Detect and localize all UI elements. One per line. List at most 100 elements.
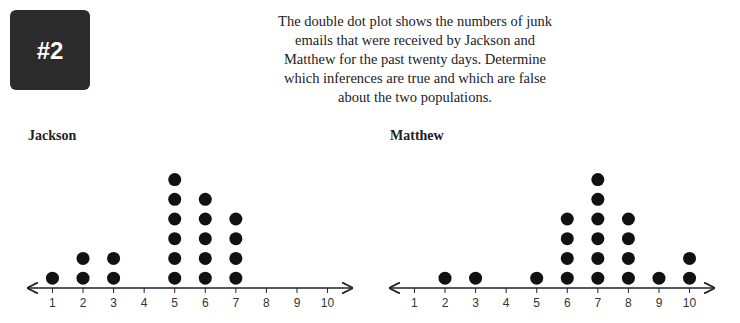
x-tick-label: 4 [141, 296, 148, 310]
x-tick-label: 1 [411, 296, 418, 310]
x-tick [52, 288, 53, 293]
x-tick [628, 288, 629, 293]
dot [77, 252, 90, 265]
dot [229, 212, 242, 225]
dot [591, 272, 604, 285]
x-tick-label: 9 [656, 296, 663, 310]
badge: #2 [10, 10, 90, 90]
x-tick [296, 288, 297, 293]
badge-text: #2 [37, 37, 64, 64]
x-tick [414, 288, 415, 293]
badge-box [10, 10, 90, 90]
x-axis-line [390, 287, 714, 289]
dot [229, 252, 242, 265]
dot [168, 193, 181, 206]
dots [439, 173, 697, 285]
x-tick-label: 8 [263, 296, 270, 310]
dot [591, 193, 604, 206]
x-tick [536, 288, 537, 293]
dot [46, 272, 59, 285]
dot [469, 272, 482, 285]
dot [622, 272, 635, 285]
x-tick [205, 288, 206, 293]
x-tick [689, 288, 690, 293]
x-tick-label: 5 [533, 296, 540, 310]
dot [561, 252, 574, 265]
dot [168, 212, 181, 225]
dot [591, 212, 604, 225]
x-tick-label: 6 [564, 296, 571, 310]
x-tick [658, 288, 659, 293]
title-line: emails that were received by Jackson and [295, 32, 536, 48]
dot [229, 272, 242, 285]
dot [199, 272, 212, 285]
x-tick-label: 6 [202, 296, 209, 310]
dot-plot: Matthew 1 2 3 4 5 6 7 8 9 10 [390, 128, 714, 310]
x-tick [83, 288, 84, 293]
dot [439, 272, 452, 285]
dot [199, 193, 212, 206]
x-tick [445, 288, 446, 293]
dot [168, 173, 181, 186]
x-tick-label: 5 [171, 296, 178, 310]
x-tick-label: 2 [80, 296, 87, 310]
dot [199, 232, 212, 245]
x-tick [327, 288, 328, 293]
dot [561, 212, 574, 225]
dots [46, 173, 242, 285]
x-tick-label: 7 [233, 296, 240, 310]
dot [591, 232, 604, 245]
dot [561, 272, 574, 285]
chart-svg: #2 The double dot plot shows the numbers … [0, 0, 740, 323]
dot [561, 232, 574, 245]
dot [622, 232, 635, 245]
x-tick-label: 8 [625, 296, 632, 310]
title-line: The double dot plot shows the numbers of… [278, 13, 553, 29]
x-tick [266, 288, 267, 293]
dot [622, 252, 635, 265]
x-axis-line [28, 287, 352, 289]
x-tick-label: 2 [442, 296, 449, 310]
x-tick-label: 1 [49, 296, 56, 310]
x-tick-label: 10 [321, 296, 335, 310]
dot [229, 232, 242, 245]
dot [107, 272, 120, 285]
x-tick-label: 4 [503, 296, 510, 310]
dot [199, 252, 212, 265]
dot [591, 252, 604, 265]
chart-root: #2 The double dot plot shows the numbers … [0, 0, 740, 323]
x-tick [506, 288, 507, 293]
x-tick-label: 10 [683, 296, 697, 310]
panel-label: Jackson [28, 128, 76, 143]
dot [652, 272, 665, 285]
panel-label: Matthew [390, 128, 445, 143]
dot [683, 272, 696, 285]
dot-plot: Jackson 1 2 3 4 5 6 7 8 9 10 [28, 128, 352, 310]
dot [168, 252, 181, 265]
title-line: which inferences are true and which are … [284, 70, 546, 86]
dot [622, 212, 635, 225]
x-tick [597, 288, 598, 293]
x-tick-label: 7 [595, 296, 602, 310]
title-line: Matthew for the past twenty days. Determ… [284, 51, 546, 67]
x-tick [174, 288, 175, 293]
x-ticks: 1 2 3 4 5 6 7 8 9 10 [49, 288, 334, 310]
x-tick [475, 288, 476, 293]
x-ticks: 1 2 3 4 5 6 7 8 9 10 [411, 288, 696, 310]
title-line: about the two populations. [338, 89, 492, 105]
dot [77, 272, 90, 285]
title: The double dot plot shows the numbers of… [278, 13, 553, 105]
x-tick-label: 9 [294, 296, 301, 310]
dot [683, 252, 696, 265]
x-tick [144, 288, 145, 293]
dot [107, 252, 120, 265]
dot [530, 272, 543, 285]
dot [591, 173, 604, 186]
x-tick [567, 288, 568, 293]
dot [168, 272, 181, 285]
x-tick-label: 3 [110, 296, 117, 310]
x-tick [235, 288, 236, 293]
x-tick-label: 3 [472, 296, 479, 310]
x-tick [113, 288, 114, 293]
dot [168, 232, 181, 245]
